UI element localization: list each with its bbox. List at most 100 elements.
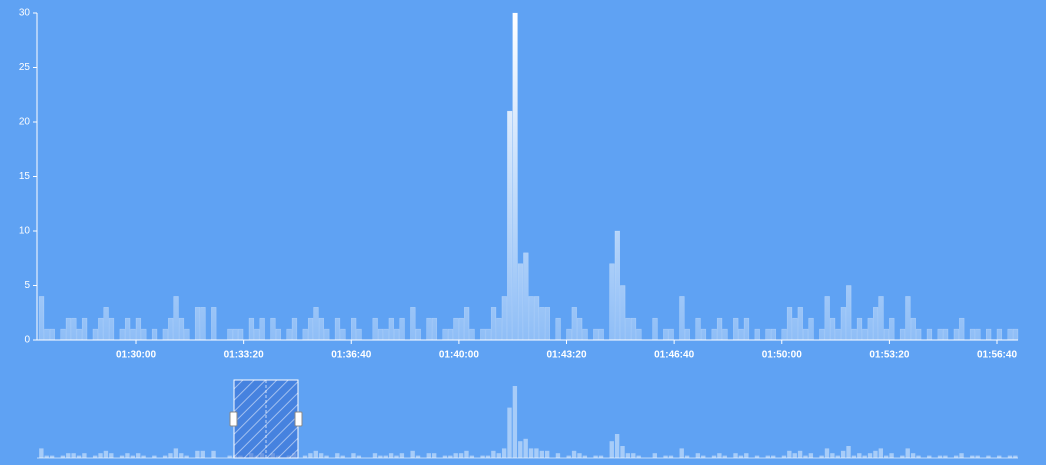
bar bbox=[469, 328, 475, 341]
navigator-bar bbox=[173, 448, 179, 458]
navigator-bar bbox=[910, 453, 916, 458]
bar bbox=[151, 328, 158, 341]
bar bbox=[173, 296, 179, 341]
bar bbox=[679, 296, 685, 341]
navigator-bar bbox=[840, 450, 846, 458]
x-tick-label: 01:36:40 bbox=[331, 350, 371, 361]
bar bbox=[684, 328, 690, 341]
navigator-bar bbox=[555, 453, 561, 458]
x-tick-label: 01:46:40 bbox=[654, 350, 694, 361]
bar bbox=[44, 328, 50, 341]
bar bbox=[953, 328, 959, 341]
bar bbox=[517, 263, 524, 341]
navigator-bar bbox=[846, 446, 851, 458]
navigator-bar bbox=[372, 453, 378, 458]
navigator-bar bbox=[195, 450, 200, 458]
bar bbox=[447, 328, 454, 341]
x-tick-label: 01:40:00 bbox=[439, 350, 479, 361]
brush-handle-right[interactable] bbox=[294, 411, 303, 427]
brush[interactable] bbox=[229, 379, 303, 459]
navigator-bar bbox=[614, 434, 620, 458]
navigator-bar bbox=[491, 450, 496, 458]
bar bbox=[856, 317, 863, 341]
navigator-bar bbox=[82, 453, 87, 458]
navigator-bar bbox=[765, 455, 771, 458]
y-tick-label: 0 bbox=[24, 335, 30, 346]
bar bbox=[410, 307, 416, 341]
navigator-bar bbox=[808, 453, 814, 458]
navigator-bar bbox=[1007, 455, 1013, 458]
navigator-bar bbox=[771, 455, 776, 458]
bar bbox=[254, 328, 260, 341]
navigator-bar bbox=[426, 453, 431, 458]
bar bbox=[81, 317, 88, 341]
bar bbox=[453, 317, 459, 341]
bar bbox=[1012, 328, 1019, 341]
bar bbox=[135, 317, 142, 341]
bar bbox=[383, 328, 389, 341]
navigator-bar bbox=[399, 453, 405, 458]
bar bbox=[630, 317, 637, 341]
bar bbox=[942, 328, 949, 341]
navigator-bar bbox=[415, 455, 421, 458]
bar bbox=[238, 328, 244, 341]
bar bbox=[490, 307, 497, 341]
navigator-bar bbox=[819, 455, 824, 458]
y-tick-label: 10 bbox=[19, 226, 31, 237]
navigator-bar bbox=[184, 455, 189, 458]
navigator-bar bbox=[523, 438, 528, 458]
navigator-bar bbox=[733, 453, 738, 458]
navigator-bar bbox=[44, 455, 49, 458]
bar bbox=[307, 317, 314, 341]
bar bbox=[377, 328, 384, 341]
bar bbox=[71, 317, 77, 341]
bar bbox=[620, 285, 626, 341]
y-tick-label: 25 bbox=[19, 62, 31, 73]
bar bbox=[259, 317, 265, 341]
brush-handle-left[interactable] bbox=[229, 411, 238, 427]
navigator-bar bbox=[109, 453, 114, 458]
navigator-bar bbox=[684, 455, 690, 458]
navigator-bar bbox=[71, 453, 76, 458]
navigator-bar bbox=[60, 455, 66, 458]
bar bbox=[700, 328, 707, 341]
bar bbox=[786, 307, 793, 341]
navigator-bar bbox=[442, 455, 448, 458]
bar bbox=[539, 307, 545, 341]
bar bbox=[609, 263, 615, 341]
navigator-bar bbox=[480, 455, 485, 458]
navigator-bar bbox=[625, 453, 631, 458]
bar bbox=[194, 307, 201, 341]
navigator-bar bbox=[469, 455, 475, 458]
bar bbox=[286, 328, 292, 341]
bar bbox=[528, 296, 534, 341]
bar bbox=[442, 328, 448, 341]
bar bbox=[60, 328, 66, 341]
bar bbox=[668, 328, 674, 341]
bar bbox=[248, 317, 255, 341]
bar bbox=[899, 328, 906, 341]
bar bbox=[754, 328, 760, 341]
navigator-bar bbox=[953, 455, 959, 458]
bar bbox=[566, 328, 572, 341]
navigator-bar bbox=[539, 450, 544, 458]
bar bbox=[496, 317, 502, 341]
navigator-bar bbox=[803, 455, 808, 458]
bar bbox=[808, 317, 814, 341]
navigator-bar bbox=[787, 450, 792, 458]
navigator-bar bbox=[889, 453, 894, 458]
navigator-bar bbox=[744, 453, 749, 458]
bar bbox=[851, 328, 857, 341]
bar bbox=[663, 328, 669, 341]
navigator-bar bbox=[485, 455, 491, 458]
navigator-bar bbox=[582, 455, 588, 458]
bar bbox=[711, 328, 717, 341]
navigator-bar bbox=[695, 453, 701, 458]
bar bbox=[313, 307, 319, 341]
bar bbox=[883, 328, 890, 341]
navigator-bar bbox=[162, 455, 168, 458]
y-tick-label: 20 bbox=[19, 117, 31, 128]
bar bbox=[415, 328, 421, 341]
navigator-bar bbox=[49, 455, 55, 458]
